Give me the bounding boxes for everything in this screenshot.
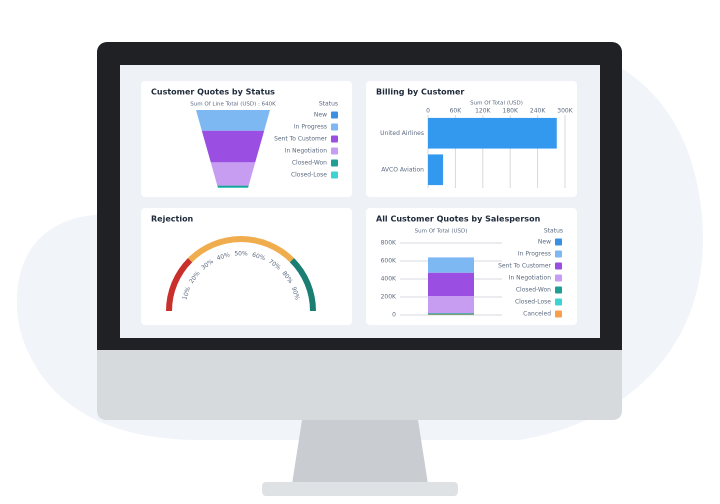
legend-label: In Negotiation: [285, 148, 328, 155]
funnel-segment: [196, 110, 270, 131]
legend-label: Canceled: [523, 311, 551, 318]
y-tick-label: 600K: [381, 258, 397, 265]
chart-title: Customer Quotes by Status: [151, 88, 275, 97]
legend-swatch: [555, 262, 562, 270]
gauge-band: [187, 235, 295, 263]
monitor-base: [262, 482, 458, 496]
gauge-tick-label: 50%: [234, 251, 248, 258]
funnel-segment: [217, 185, 249, 188]
bar-segment: [428, 257, 474, 273]
monitor-neck: [292, 420, 428, 484]
legend-swatch: [331, 123, 338, 131]
subtitle: Sum Of Line Total (USD) : 640K: [190, 102, 276, 108]
y-tick-label: 0: [392, 312, 396, 319]
legend-swatch: [331, 171, 338, 179]
chart-title: Billing by Customer: [376, 88, 464, 97]
legend-label: Sent To Customer: [274, 136, 327, 143]
y-tick-label: 200K: [381, 294, 397, 301]
bar-segment: [428, 272, 474, 297]
legend-swatch: [555, 310, 562, 318]
bar-segment: [428, 296, 474, 314]
legend-label: Sent To Customer: [498, 263, 551, 270]
legend-label: Closed-Won: [516, 287, 551, 294]
y-tick-label: United Airlines: [380, 130, 424, 137]
monitor-chin: [97, 350, 622, 420]
x-tick-label: 300K: [557, 108, 573, 115]
gauge-tick-label: 40%: [216, 251, 231, 262]
legend-label: New: [538, 239, 551, 246]
legend-label: New: [314, 112, 327, 119]
legend-label: In Progress: [518, 251, 551, 258]
panel: [141, 208, 352, 325]
chart-title: All Customer Quotes by Salesperson: [376, 215, 541, 224]
y-tick-label: 400K: [381, 276, 397, 283]
legend-swatch: [331, 147, 338, 155]
gauge-tick-label: 10%: [181, 286, 192, 301]
y-tick-label: AVCO Aviation: [381, 166, 424, 173]
legend-swatch: [331, 159, 338, 167]
gauge-tick-label: 60%: [251, 251, 266, 262]
legend-title: Status: [319, 101, 338, 108]
axis-label: Sum Of Total (USD): [415, 229, 468, 235]
legend-swatch: [331, 135, 338, 143]
gauge-band: [166, 257, 193, 311]
legend-swatch: [555, 274, 562, 282]
gauge-tick-label: 90%: [290, 286, 301, 301]
legend-label: Closed-Lose: [515, 299, 551, 306]
x-tick-label: 60K: [450, 108, 463, 115]
legend-label: In Negotiation: [509, 275, 552, 282]
axis-label: Sum Of Total (USD): [470, 101, 523, 107]
funnel-segment: [210, 162, 256, 186]
x-tick-label: 180K: [503, 108, 519, 115]
x-tick-label: 0: [426, 108, 430, 115]
legend-swatch: [555, 298, 562, 306]
legend-label: Closed-Won: [292, 160, 327, 167]
legend-swatch: [331, 111, 338, 119]
x-tick-label: 240K: [530, 108, 546, 115]
legend-title: Status: [544, 228, 563, 235]
legend-swatch: [555, 286, 562, 294]
y-tick-label: 800K: [381, 240, 397, 247]
legend-label: Closed-Lose: [291, 172, 327, 179]
chart-title: Rejection: [151, 215, 194, 224]
x-tick-label: 120K: [475, 108, 491, 115]
legend-swatch: [555, 238, 562, 246]
funnel-segment: [201, 130, 265, 163]
legend-label: In Progress: [294, 124, 327, 131]
bar: [428, 154, 444, 186]
gauge-band: [289, 257, 316, 311]
bar: [428, 117, 557, 149]
legend-swatch: [555, 250, 562, 258]
bar-segment: [428, 313, 474, 315]
funnel-segment: [217, 187, 249, 188]
